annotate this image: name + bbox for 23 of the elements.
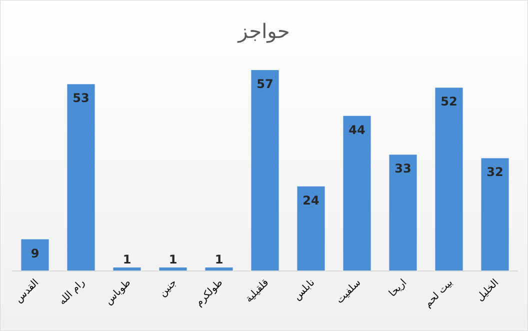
- x-tick-label: نابلس: [292, 277, 318, 303]
- data-label: 1: [122, 252, 132, 266]
- data-label: 57: [256, 77, 274, 92]
- x-tick-label: اريحا: [387, 277, 410, 300]
- x-tick-label: سلفيت: [334, 277, 364, 306]
- x-tick-label: قلقيلية: [244, 277, 272, 305]
- x-tick-label: طولكرم: [194, 277, 226, 309]
- data-label: 9: [30, 246, 40, 260]
- x-tick-label: رام الله: [57, 277, 88, 308]
- chart-title: حواجز: [237, 19, 290, 43]
- data-label: 24: [302, 193, 320, 208]
- x-tick-label: بيت لحم: [422, 277, 456, 310]
- x-tick-label: الخليل: [474, 277, 502, 304]
- data-label: 33: [394, 162, 412, 176]
- data-label: 1: [214, 252, 224, 266]
- data-label: 32: [486, 165, 504, 180]
- x-tick-label: جنين: [157, 277, 180, 300]
- x-tick-label: طوباس: [103, 277, 134, 308]
- data-label: 1: [168, 252, 178, 266]
- data-label: 53: [72, 91, 90, 106]
- x-tick-label: القدس: [13, 277, 42, 306]
- data-label: 52: [440, 94, 458, 109]
- data-label: 44: [348, 122, 366, 137]
